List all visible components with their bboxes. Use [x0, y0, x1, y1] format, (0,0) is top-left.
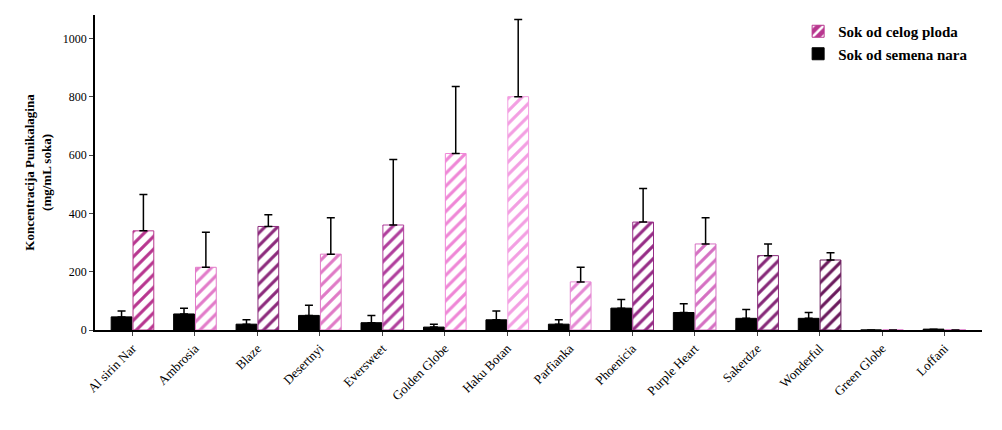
svg-text:Eversweet: Eversweet: [340, 341, 389, 390]
svg-text:Desertnyi: Desertnyi: [280, 341, 327, 388]
svg-text:200: 200: [69, 265, 87, 279]
svg-text:Green Globe: Green Globe: [831, 341, 889, 399]
svg-text:600: 600: [69, 148, 87, 162]
svg-text:1000: 1000: [63, 32, 87, 46]
svg-text:Haku Botan: Haku Botan: [459, 341, 514, 396]
svg-text:Blaze: Blaze: [233, 341, 265, 373]
svg-text:0: 0: [81, 323, 87, 337]
svg-text:Parfianka: Parfianka: [531, 341, 577, 387]
svg-text:Sok od celog ploda: Sok od celog ploda: [838, 24, 958, 40]
svg-text:Phoenicia: Phoenicia: [592, 341, 639, 388]
svg-text:Purple Heart: Purple Heart: [644, 341, 702, 399]
svg-text:Wonderful: Wonderful: [777, 341, 827, 391]
svg-text:400: 400: [69, 207, 87, 221]
svg-text:Sok od semena nara: Sok od semena nara: [838, 47, 967, 63]
svg-text:800: 800: [69, 90, 87, 104]
svg-text:Koncentracija Punikalagina(mg/: Koncentracija Punikalagina(mg/mL soka): [22, 94, 54, 251]
svg-text:Sakerdze: Sakerdze: [720, 341, 764, 385]
svg-text:Ambrosia: Ambrosia: [155, 341, 202, 388]
svg-text:Al sirin Nar: Al sirin Nar: [85, 340, 140, 395]
svg-text:Loffani: Loffani: [913, 341, 951, 379]
svg-text:Golden Globe: Golden Globe: [389, 341, 452, 404]
